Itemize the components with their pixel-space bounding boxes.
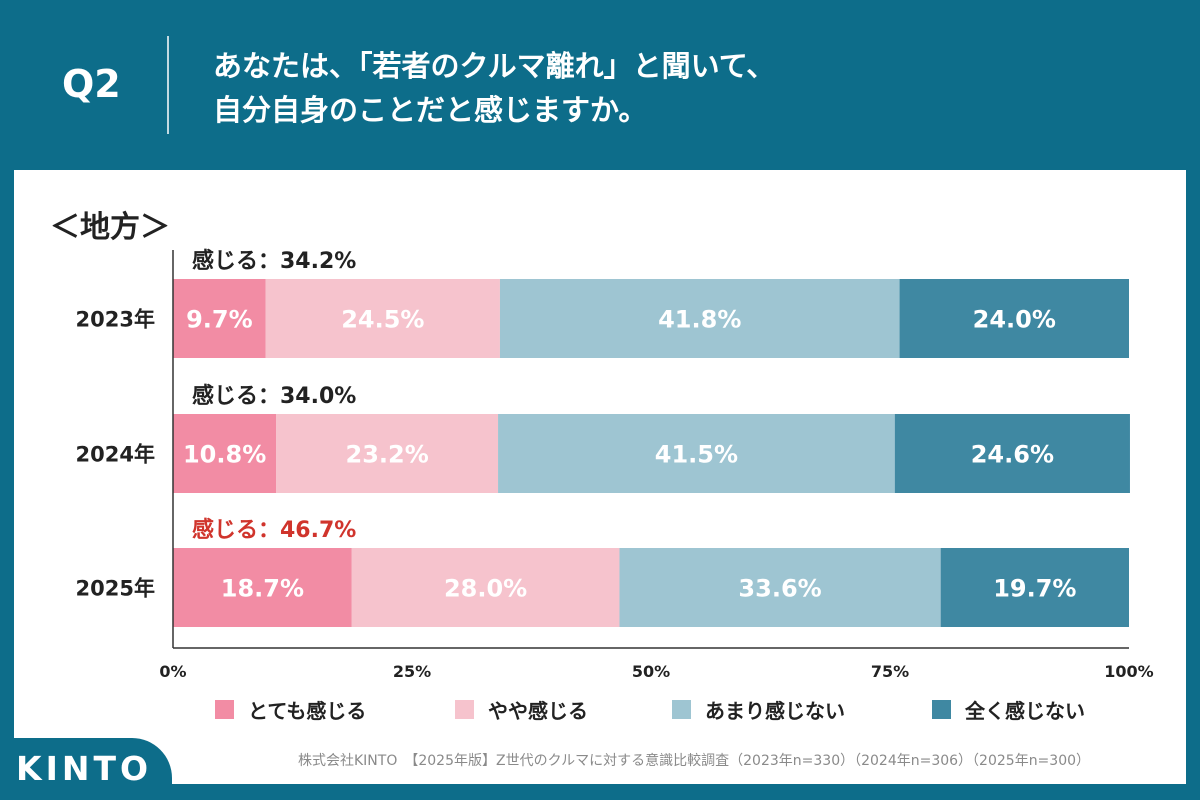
data-label-3-2: 28.0% [444, 575, 527, 603]
bar-segment-2-4 [894, 414, 1130, 493]
annotation-2: 感じる：34.0% [192, 383, 356, 409]
bar-segment-3-3 [619, 548, 941, 627]
legend-swatch-4 [932, 699, 951, 719]
data-label-3-3: 33.6% [738, 575, 821, 603]
annotation-3: 感じる：46.7% [192, 517, 356, 543]
source-note: 株式会社KINTO 【2025年版】Z世代のクルマに対する意識比較調査（2023… [298, 753, 1091, 769]
x-tick-label-3: 50% [632, 662, 670, 681]
legend-item-2: やや感じる [455, 697, 588, 723]
bar-segment-2-1 [173, 414, 277, 493]
bar-segment-3-4 [940, 548, 1129, 627]
logo-tab [0, 738, 172, 800]
header: Q2 あなたは、「若者のクルマ離れ」と聞いて、 自分自身のことだと感じますか。 [0, 0, 1200, 170]
legend-swatch-2 [455, 699, 474, 719]
legend-label-4: 全く感じない [965, 698, 1085, 723]
data-label-2-1: 10.8% [183, 441, 266, 469]
legend-item-4: 全く感じない [932, 697, 1085, 723]
x-tick-label-2: 25% [393, 662, 431, 681]
x-tick-label-1: 0% [159, 662, 186, 681]
category-label-2: 2024年 [76, 443, 155, 467]
bar-segment-1-3 [499, 279, 900, 358]
question-text: あなたは、「若者のクルマ離れ」と聞いて、 自分自身のことだと感じますか。 [213, 44, 775, 132]
data-label-1-3: 41.8% [658, 306, 741, 334]
legend-item-1: とても感じる [215, 697, 367, 723]
legend-swatch-3 [672, 699, 691, 719]
kinto-logo: KINTO [16, 749, 153, 788]
x-tick-label-4: 75% [871, 662, 909, 681]
bar-segment-3-1 [173, 548, 352, 627]
question-number: Q2 [62, 62, 121, 106]
header-divider [167, 36, 169, 134]
category-label-3: 2025年 [76, 577, 155, 601]
data-label-1-1: 9.7% [186, 306, 253, 334]
bar-segment-3-2 [351, 548, 620, 627]
bar-segment-2-3 [498, 414, 895, 493]
data-label-2-4: 24.6% [971, 441, 1054, 469]
data-label-2-2: 23.2% [346, 441, 429, 469]
category-label-1: 2023年 [76, 308, 155, 332]
bar-segment-1-1 [173, 279, 266, 358]
bar-segment-1-4 [899, 279, 1129, 358]
annotation-1: 感じる：34.2% [192, 248, 356, 274]
bar-segment-1-2 [265, 279, 500, 358]
question-line-2: 自分自身のことだと感じますか。 [213, 93, 648, 127]
bar-segment-2-2 [276, 414, 499, 493]
data-label-1-4: 24.0% [973, 306, 1056, 334]
legend-swatch-1 [215, 699, 234, 719]
data-label-1-2: 24.5% [341, 306, 424, 334]
data-label-3-1: 18.7% [221, 575, 304, 603]
section-title: ＜地方＞ [50, 210, 170, 245]
question-line-1: あなたは、「若者のクルマ離れ」と聞いて、 [213, 49, 776, 83]
legend-label-2: やや感じる [488, 698, 588, 723]
legend-item-3: あまり感じない [672, 697, 845, 723]
data-label-2-3: 41.5% [655, 441, 738, 469]
legend-label-3: あまり感じない [705, 698, 845, 723]
x-tick-label-5: 100% [1104, 662, 1153, 681]
legend-label-1: とても感じる [248, 698, 367, 723]
data-label-3-4: 19.7% [993, 575, 1076, 603]
